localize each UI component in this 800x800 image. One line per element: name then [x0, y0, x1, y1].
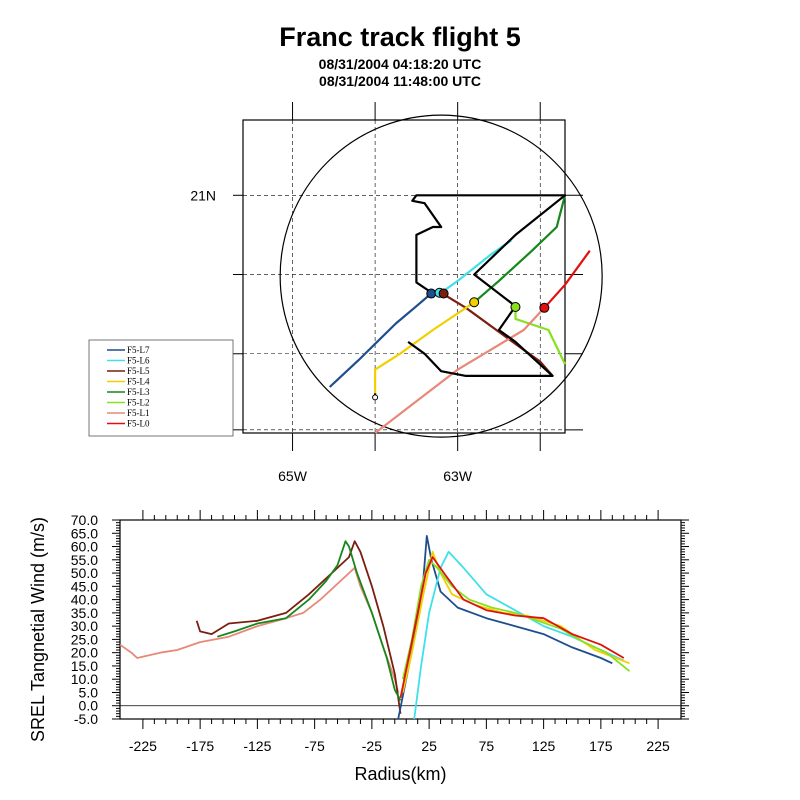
map-x-tick-label: 65W	[278, 468, 308, 484]
y-tick-label: 50.0	[71, 565, 98, 581]
y-tick-label: -5.0	[74, 711, 98, 727]
chart-title: Franc track flight 5	[279, 22, 521, 52]
y-tick-label: 10.0	[71, 671, 98, 687]
wind-profile: -225 -175 -125 -75 -25 25 75 125 175 225 -5.00.05.…	[28, 510, 689, 784]
y-tick-label: 20.0	[71, 645, 98, 661]
y-tick-label: 65.0	[71, 525, 98, 541]
chart-subtitle-end: 08/31/2004 11:48:00 UTC	[319, 73, 481, 89]
legend-label-f5-l0: F5-L0	[127, 419, 150, 429]
track-f5-l7	[328, 292, 432, 388]
x-tick-label: -25	[362, 738, 382, 754]
x-tick-label: 25	[421, 738, 437, 754]
track-f5-l0	[543, 250, 591, 309]
wind-line-f5-l6	[413, 550, 625, 720]
x-tick-label: 225	[646, 738, 670, 754]
wind-line-f5-l4	[401, 550, 630, 693]
track-marker-f5-l5	[438, 288, 449, 299]
legend-label-f5-l1: F5-L1	[127, 408, 150, 418]
y-tick-label: 45.0	[71, 578, 98, 594]
chart-subtitle-start: 08/31/2004 04:18:20 UTC	[318, 56, 482, 72]
y-tick-label: 0.0	[79, 698, 99, 714]
track-f5-l4	[374, 301, 475, 395]
wind-line-f5-l5	[195, 540, 402, 714]
wind-line-f5-l2	[401, 558, 631, 680]
plot-frame	[119, 519, 682, 720]
y-tick-label: 30.0	[71, 618, 98, 634]
legend-label-f5-l6: F5-L6	[127, 356, 150, 366]
track-f5-l2	[514, 307, 566, 365]
track-marker-f5-l2	[510, 302, 521, 313]
legend-label-f5-l3: F5-L3	[127, 387, 150, 397]
track-map: 65W63W19N21N	[190, 102, 603, 484]
y-tick-label: 70.0	[71, 512, 98, 528]
x-tick-label: 75	[479, 738, 495, 754]
legend-box	[88, 339, 234, 437]
wind-line-f5-l0	[399, 556, 625, 698]
legend-label-f5-l5: F5-L5	[127, 366, 150, 376]
x-tick-label: 125	[532, 738, 556, 754]
y-tick-label: 55.0	[71, 552, 98, 568]
track-f5-l5	[443, 293, 554, 377]
y-tick-label: 40.0	[71, 592, 98, 608]
map-x-tick-label: 63W	[443, 468, 473, 484]
legend-label-f5-l2: F5-L2	[127, 398, 150, 408]
y-tick-label: 60.0	[71, 539, 98, 555]
map-y-tick-label: 21N	[190, 187, 216, 203]
track-marker-f5-l4	[469, 297, 480, 308]
track-marker-f5-l0	[539, 302, 550, 313]
x-tick-label: -125	[243, 738, 271, 754]
track-marker-f5-l7	[426, 288, 437, 299]
range-circle	[279, 114, 603, 438]
x-tick-label: 175	[589, 738, 613, 754]
y-axis-label: SREL Tangnetial Wind (m/s)	[28, 517, 48, 742]
x-axis-label: Radius(km)	[354, 764, 446, 784]
y-tick-label: 35.0	[71, 605, 98, 621]
legend-label-f5-l7: F5-L7	[127, 345, 150, 355]
legend-label-f5-l4: F5-L4	[127, 377, 150, 387]
y-tick-label: 5.0	[79, 684, 99, 700]
y-tick-label: 15.0	[71, 658, 98, 674]
x-tick-label: -75	[305, 738, 325, 754]
track-marker-connector	[372, 394, 379, 401]
wind-line-f5-l1	[119, 566, 400, 693]
track-connector	[407, 194, 567, 377]
x-tick-label: -225	[129, 738, 157, 754]
wind-line-f5-l3	[217, 540, 402, 701]
track-f5-l1	[374, 307, 546, 434]
map-frame	[242, 119, 566, 434]
y-tick-label: 25.0	[71, 631, 98, 647]
x-tick-label: -175	[186, 738, 214, 754]
